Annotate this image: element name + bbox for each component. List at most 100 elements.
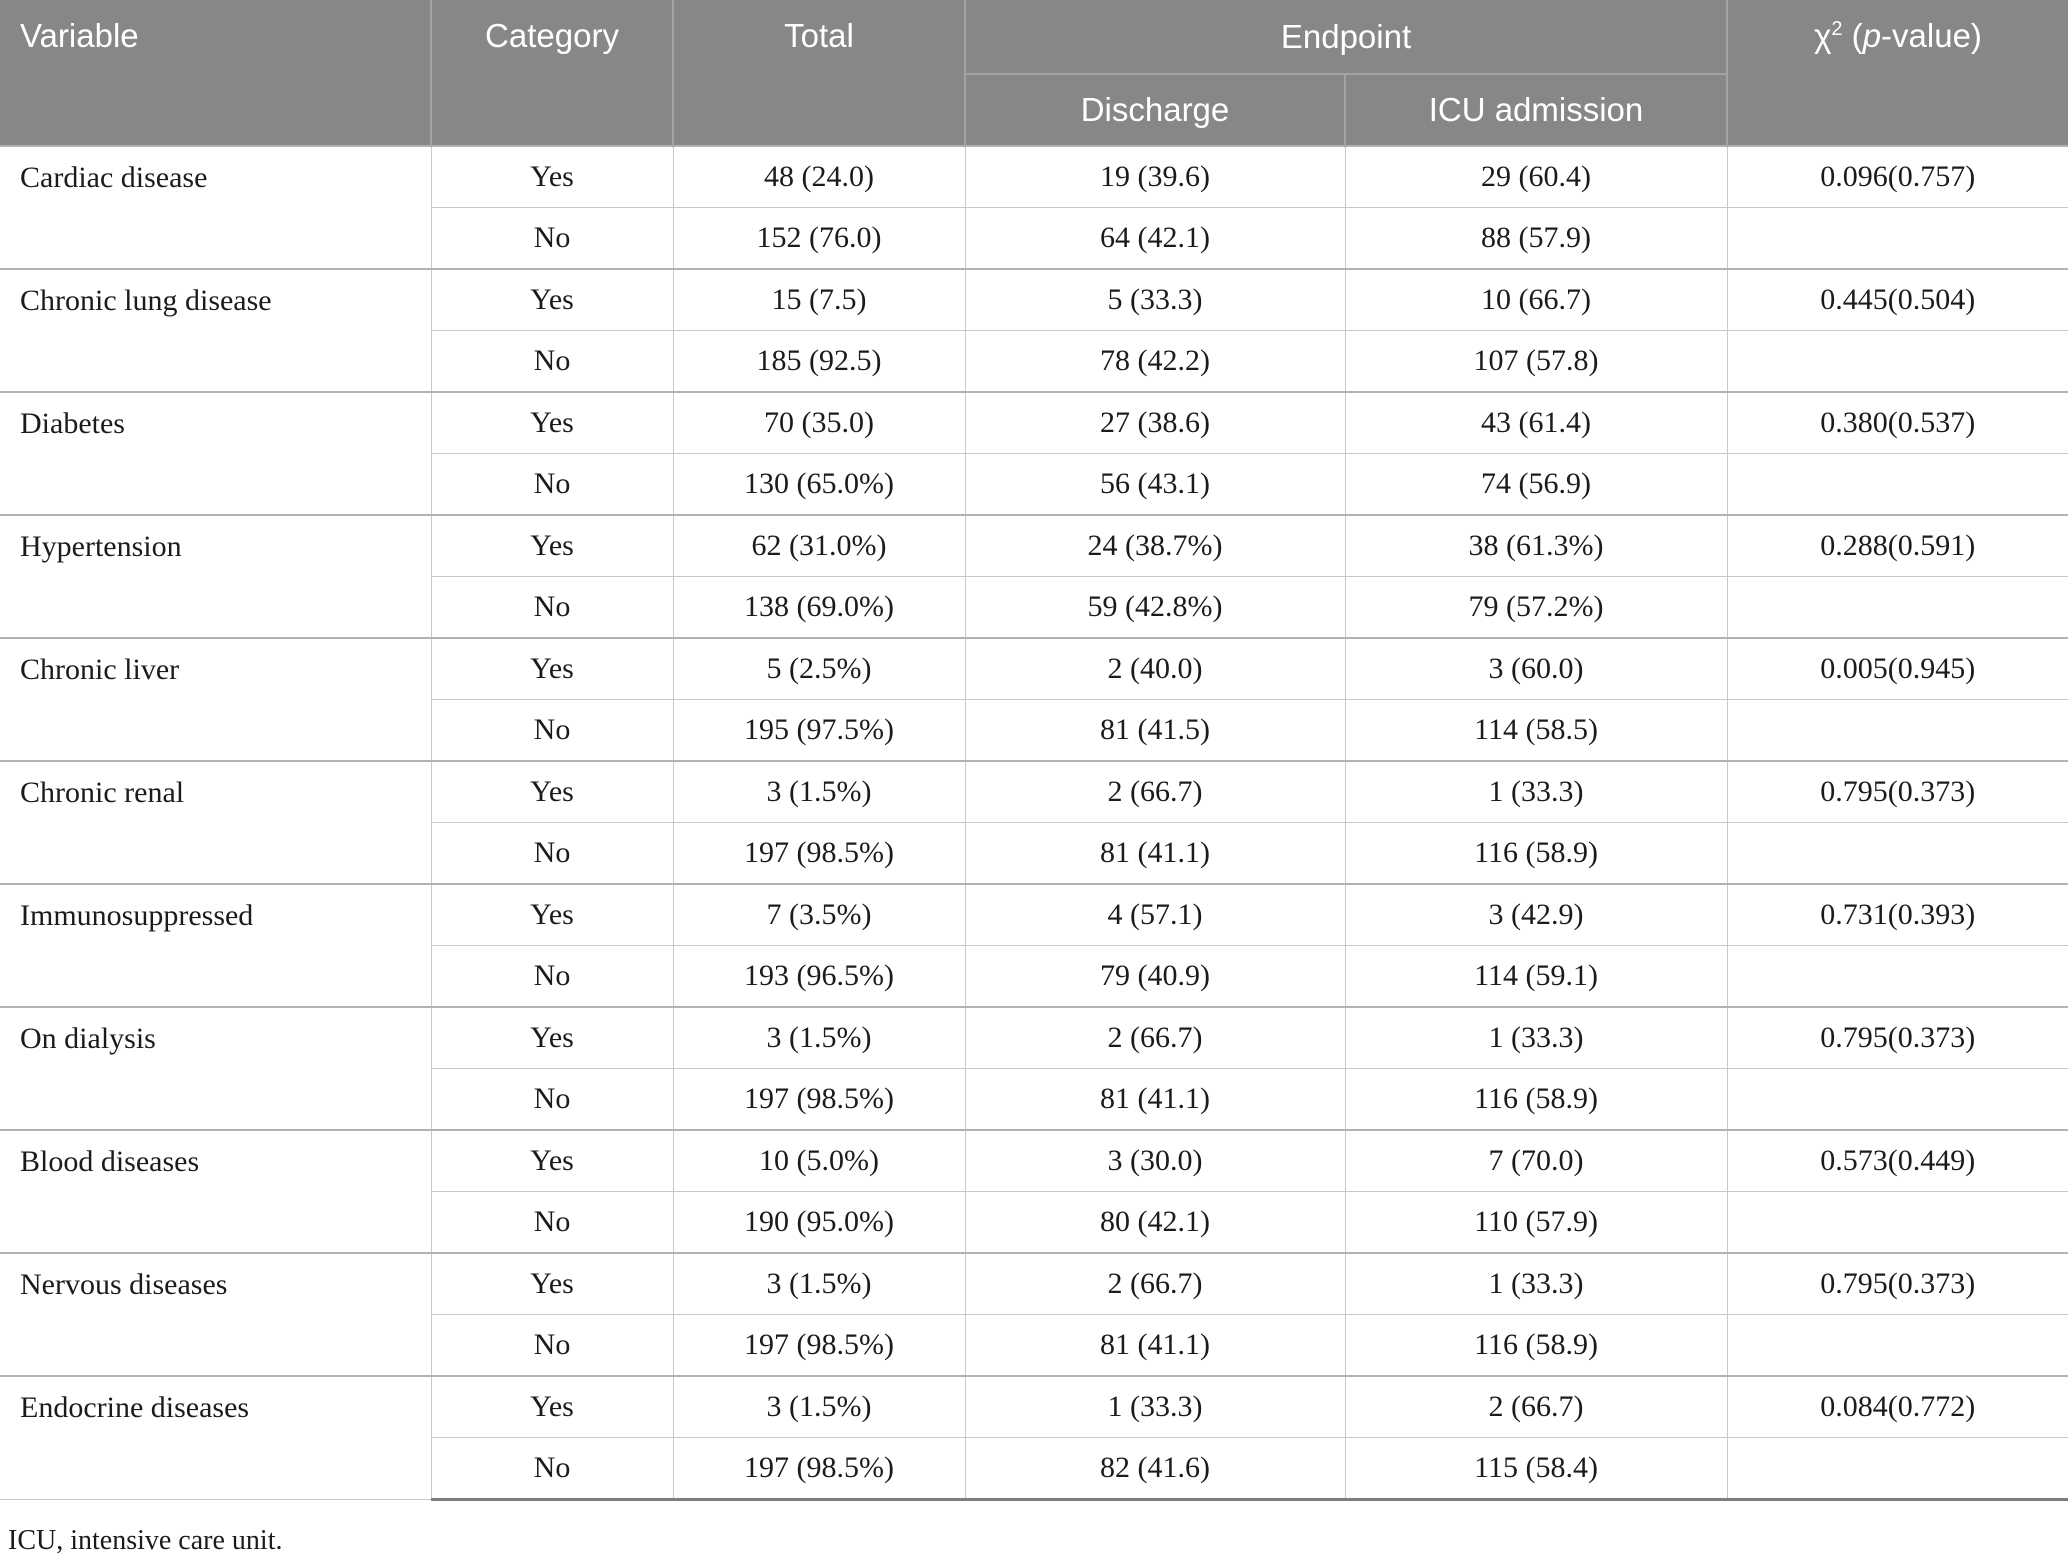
total-cell: 185 (92.5): [672, 330, 966, 393]
category-cell: Yes: [430, 760, 674, 823]
col-header-chi-pvalue: χ2 (p-value): [1726, 0, 2068, 146]
discharge-cell: 81 (41.1): [964, 822, 1346, 885]
table-row-no: No 197 (98.5%) 81 (41.1) 116 (58.9): [0, 822, 2068, 885]
discharge-cell: 81 (41.1): [964, 1314, 1346, 1377]
discharge-cell: 79 (40.9): [964, 945, 1346, 1008]
total-cell: 70 (35.0): [672, 391, 966, 454]
col-header-variable: Variable: [0, 0, 431, 146]
category-cell: No: [430, 576, 674, 639]
col-header-discharge: Discharge: [964, 74, 1345, 146]
icu-admission-cell: 107 (57.8): [1344, 330, 1728, 393]
col-header-icu-admission: ICU admission: [1344, 74, 1727, 146]
icu-admission-cell: 7 (70.0): [1344, 1129, 1728, 1192]
chi-rest: -value): [1881, 17, 1982, 54]
total-cell: 197 (98.5%): [672, 1314, 966, 1377]
total-cell: 3 (1.5%): [672, 1006, 966, 1069]
category-cell: Yes: [430, 1129, 674, 1192]
icu-admission-cell: 116 (58.9): [1344, 1068, 1728, 1131]
total-cell: 10 (5.0%): [672, 1129, 966, 1192]
icu-admission-cell: 1 (33.3): [1344, 1252, 1728, 1315]
discharge-cell: 3 (30.0): [964, 1129, 1346, 1192]
total-cell: 3 (1.5%): [672, 760, 966, 823]
icu-admission-cell: 110 (57.9): [1344, 1191, 1728, 1254]
category-cell: No: [430, 453, 674, 516]
total-cell: 152 (76.0): [672, 207, 966, 270]
total-cell: 190 (95.0%): [672, 1191, 966, 1254]
variable-cell: Chronic liver: [0, 637, 432, 762]
variable-cell: On dialysis: [0, 1006, 432, 1131]
total-cell: 7 (3.5%): [672, 883, 966, 946]
variable-cell: Hypertension: [0, 514, 432, 639]
chi-pvalue-cell: 0.096(0.757): [1726, 145, 2068, 208]
chi-pvalue-cell-empty: [1726, 1068, 2068, 1131]
icu-admission-cell: 116 (58.9): [1344, 822, 1728, 885]
chi-p-italic: p: [1862, 17, 1882, 54]
discharge-cell: 1 (33.3): [964, 1375, 1346, 1438]
chi-pvalue-cell: 0.005(0.945): [1726, 637, 2068, 700]
icu-admission-cell: 79 (57.2%): [1344, 576, 1728, 639]
discharge-cell: 81 (41.5): [964, 699, 1346, 762]
discharge-cell: 80 (42.1): [964, 1191, 1346, 1254]
icu-admission-cell: 2 (66.7): [1344, 1375, 1728, 1438]
total-cell: 138 (69.0%): [672, 576, 966, 639]
chi-pvalue-cell-empty: [1726, 822, 2068, 885]
icu-admission-cell: 74 (56.9): [1344, 453, 1728, 516]
icu-admission-cell: 114 (58.5): [1344, 699, 1728, 762]
table-row-yes: Hypertension Yes 62 (31.0%) 24 (38.7%) 3…: [0, 514, 2068, 639]
variable-cell: Chronic renal: [0, 760, 432, 885]
chi-pvalue-cell: 0.084(0.772): [1726, 1375, 2068, 1438]
table-row-no: No 193 (96.5%) 79 (40.9) 114 (59.1): [0, 945, 2068, 1008]
category-cell: No: [430, 945, 674, 1008]
discharge-cell: 2 (66.7): [964, 1006, 1346, 1069]
total-cell: 62 (31.0%): [672, 514, 966, 577]
variable-cell: Chronic lung disease: [0, 268, 432, 393]
chi-superscript: 2: [1831, 18, 1843, 40]
chi-symbol: χ: [1814, 17, 1832, 54]
chi-pvalue-cell: 0.573(0.449): [1726, 1129, 2068, 1192]
discharge-cell: 64 (42.1): [964, 207, 1346, 270]
table-row-yes: On dialysis Yes 3 (1.5%) 2 (66.7) 1 (33.…: [0, 1006, 2068, 1131]
table-row-no: No 190 (95.0%) 80 (42.1) 110 (57.9): [0, 1191, 2068, 1254]
table-row-no: No 197 (98.5%) 81 (41.1) 116 (58.9): [0, 1314, 2068, 1377]
table-row-no: No 152 (76.0) 64 (42.1) 88 (57.9): [0, 207, 2068, 270]
chi-pvalue-cell: 0.731(0.393): [1726, 883, 2068, 946]
icu-admission-cell: 115 (58.4): [1344, 1437, 1728, 1501]
table-row-yes: Endocrine diseases Yes 3 (1.5%) 1 (33.3)…: [0, 1375, 2068, 1500]
chi-pvalue-cell-empty: [1726, 699, 2068, 762]
variable-cell: Blood diseases: [0, 1129, 432, 1254]
category-cell: No: [430, 1314, 674, 1377]
col-header-total: Total: [672, 0, 965, 146]
table-row-no: No 185 (92.5) 78 (42.2) 107 (57.8): [0, 330, 2068, 393]
category-cell: No: [430, 1437, 674, 1501]
total-cell: 3 (1.5%): [672, 1252, 966, 1315]
comorbidity-table: Variable Category Total Endpoint χ2 (p-v…: [0, 0, 2068, 1501]
discharge-cell: 82 (41.6): [964, 1437, 1346, 1501]
icu-admission-cell: 88 (57.9): [1344, 207, 1728, 270]
table-body: Cardiac disease Yes 48 (24.0) 19 (39.6) …: [0, 145, 2068, 1501]
category-cell: Yes: [430, 514, 674, 577]
category-cell: No: [430, 330, 674, 393]
variable-cell: Nervous diseases: [0, 1252, 432, 1377]
chi-pvalue-cell-empty: [1726, 945, 2068, 1008]
discharge-cell: 27 (38.6): [964, 391, 1346, 454]
total-cell: 197 (98.5%): [672, 1068, 966, 1131]
chi-pvalue-cell: 0.380(0.537): [1726, 391, 2068, 454]
total-cell: 195 (97.5%): [672, 699, 966, 762]
variable-cell: Endocrine diseases: [0, 1375, 432, 1500]
chi-pvalue-cell: 0.795(0.373): [1726, 760, 2068, 823]
table-row-no: No 197 (98.5%) 82 (41.6) 115 (58.4): [0, 1437, 2068, 1501]
category-cell: No: [430, 207, 674, 270]
category-cell: No: [430, 1068, 674, 1131]
variable-cell: Diabetes: [0, 391, 432, 516]
category-cell: Yes: [430, 883, 674, 946]
icu-admission-cell: 29 (60.4): [1344, 145, 1728, 208]
chi-pvalue-cell-empty: [1726, 1191, 2068, 1254]
discharge-cell: 2 (40.0): [964, 637, 1346, 700]
category-cell: No: [430, 1191, 674, 1254]
icu-admission-cell: 3 (60.0): [1344, 637, 1728, 700]
discharge-cell: 19 (39.6): [964, 145, 1346, 208]
icu-admission-cell: 116 (58.9): [1344, 1314, 1728, 1377]
chi-pvalue-cell-empty: [1726, 207, 2068, 270]
category-cell: Yes: [430, 391, 674, 454]
